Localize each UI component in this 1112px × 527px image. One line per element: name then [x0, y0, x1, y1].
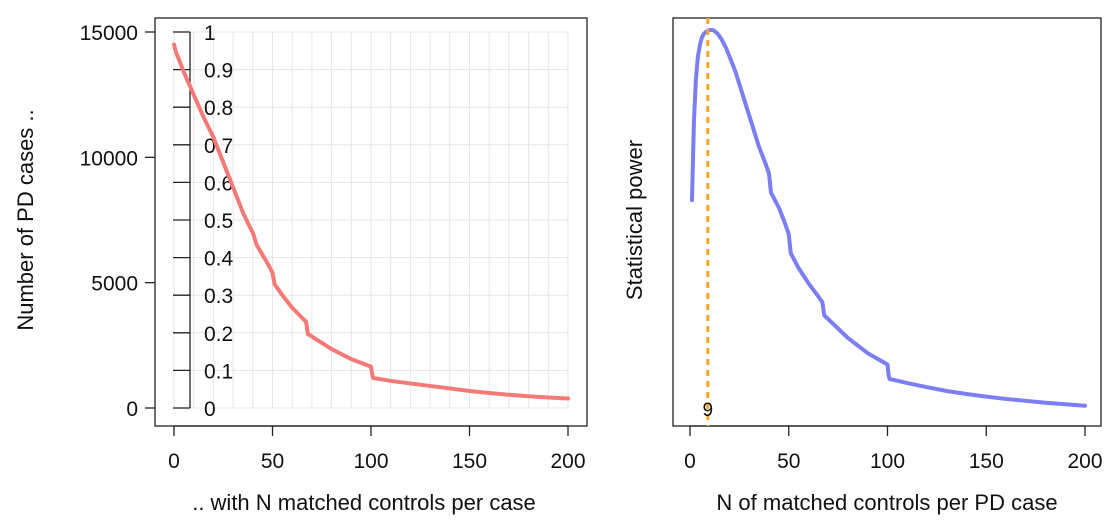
right-chart: 0 50 100 150 200 9 N of matched controls per…	[622, 17, 1103, 515]
right-x-tick-label: 200	[1067, 450, 1102, 473]
right-x-axis-label: N of matched controls per PD case	[716, 490, 1057, 515]
right-vline-label: 9	[702, 400, 713, 421]
right-y-axis-label: Statistical power	[622, 140, 647, 300]
left-x-tick-label: 0	[168, 450, 180, 473]
left-secondary-tick-label: 0.8	[204, 97, 233, 120]
right-series-line	[689, 28, 1087, 408]
left-secondary-tick-label: 0.9	[204, 60, 233, 83]
left-gridlines	[173, 31, 569, 409]
left-secondary-tick-label: 0.6	[204, 172, 233, 195]
left-x-tick-label: 100	[353, 450, 388, 473]
left-y-tick-label: 10000	[80, 147, 138, 170]
left-y-tick-label: 15000	[80, 22, 138, 45]
left-x-axis-label: .. with N matched controls per case	[192, 490, 536, 515]
left-x-axis: 0 50 100 150 200	[168, 425, 586, 473]
left-secondary-tick-label: 1	[204, 22, 216, 45]
right-x-tick-label: 100	[870, 450, 905, 473]
left-secondary-tick-label: 0.5	[204, 210, 233, 233]
left-chart: 0 50 100 150 200 0 5000 10000 15000 0 0.1 0.2 0.3 0…	[13, 17, 588, 515]
right-x-axis: 0 50 100 150 200	[684, 425, 1103, 473]
left-y-axis-label: Number of PD cases ..	[13, 109, 38, 330]
left-secondary-tick-label: 0.2	[204, 323, 233, 346]
left-secondary-axis: 00.10.20.30.40.50.60.70.80.91	[173, 22, 234, 421]
right-series	[689, 28, 1087, 408]
left-secondary-tick-label: 0.1	[204, 360, 233, 383]
left-x-tick-label: 200	[550, 450, 585, 473]
right-x-tick-label: 50	[777, 450, 800, 473]
right-vertical-marker: 9	[702, 18, 713, 426]
right-x-tick-label: 0	[684, 450, 696, 473]
left-y-tick-label: 0	[126, 398, 138, 421]
left-secondary-tick-label: 0	[204, 398, 216, 421]
left-series	[172, 42, 570, 401]
left-series-line	[172, 42, 570, 401]
left-y-tick-label: 5000	[91, 273, 138, 296]
right-x-tick-label: 150	[969, 450, 1004, 473]
left-secondary-tick-label: 0.4	[204, 248, 234, 271]
left-y-axis: 0 5000 10000 15000	[80, 22, 155, 421]
left-x-tick-label: 150	[452, 450, 487, 473]
left-x-tick-label: 50	[261, 450, 284, 473]
left-secondary-tick-label: 0.3	[204, 285, 233, 308]
